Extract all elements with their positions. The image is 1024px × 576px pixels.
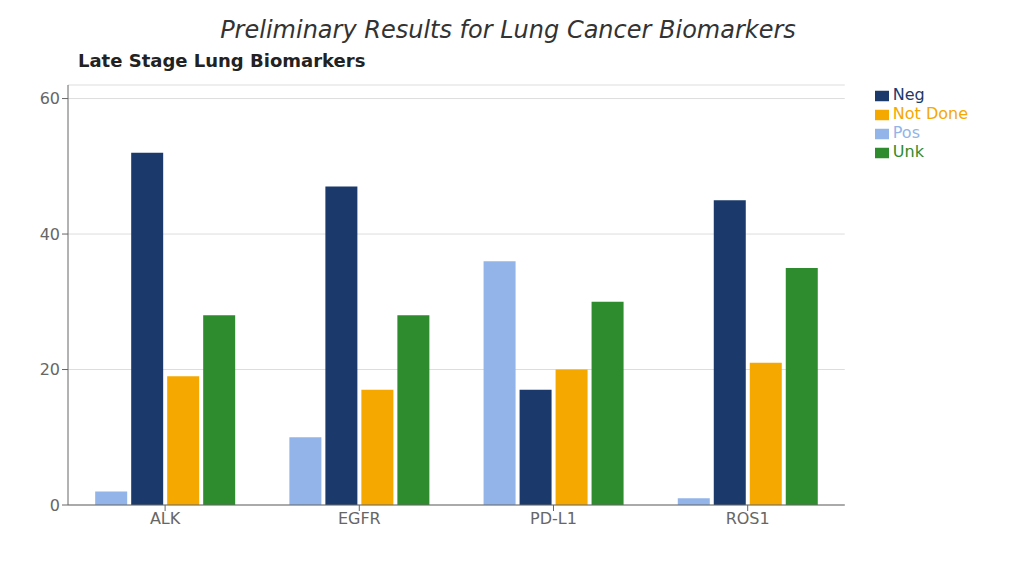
html-text:Preliminary Results for Lung C: Preliminary Results for Lung Cancer Biom… xyxy=(220,16,796,44)
svg-text:EGFR: EGFR xyxy=(338,509,381,528)
svg-text:ALK: ALK xyxy=(150,509,181,528)
svg-text:ROS1: ROS1 xyxy=(726,509,770,528)
html-text:Late Stage Lung Biomarkers: Late Stage Lung Biomarkers xyxy=(78,50,366,71)
html-text:Not Done: Not Done xyxy=(892,104,968,123)
html-text:Unk: Unk xyxy=(892,142,924,161)
svg-text:0: 0 xyxy=(50,496,60,515)
html-text:Neg: Neg xyxy=(892,85,925,104)
svg-text:PD-L1: PD-L1 xyxy=(530,509,577,528)
html-text:Pos: Pos xyxy=(892,123,920,142)
svg-text:20: 20 xyxy=(40,360,60,379)
svg-text:60: 60 xyxy=(40,89,60,108)
svg-text:40: 40 xyxy=(40,225,60,244)
